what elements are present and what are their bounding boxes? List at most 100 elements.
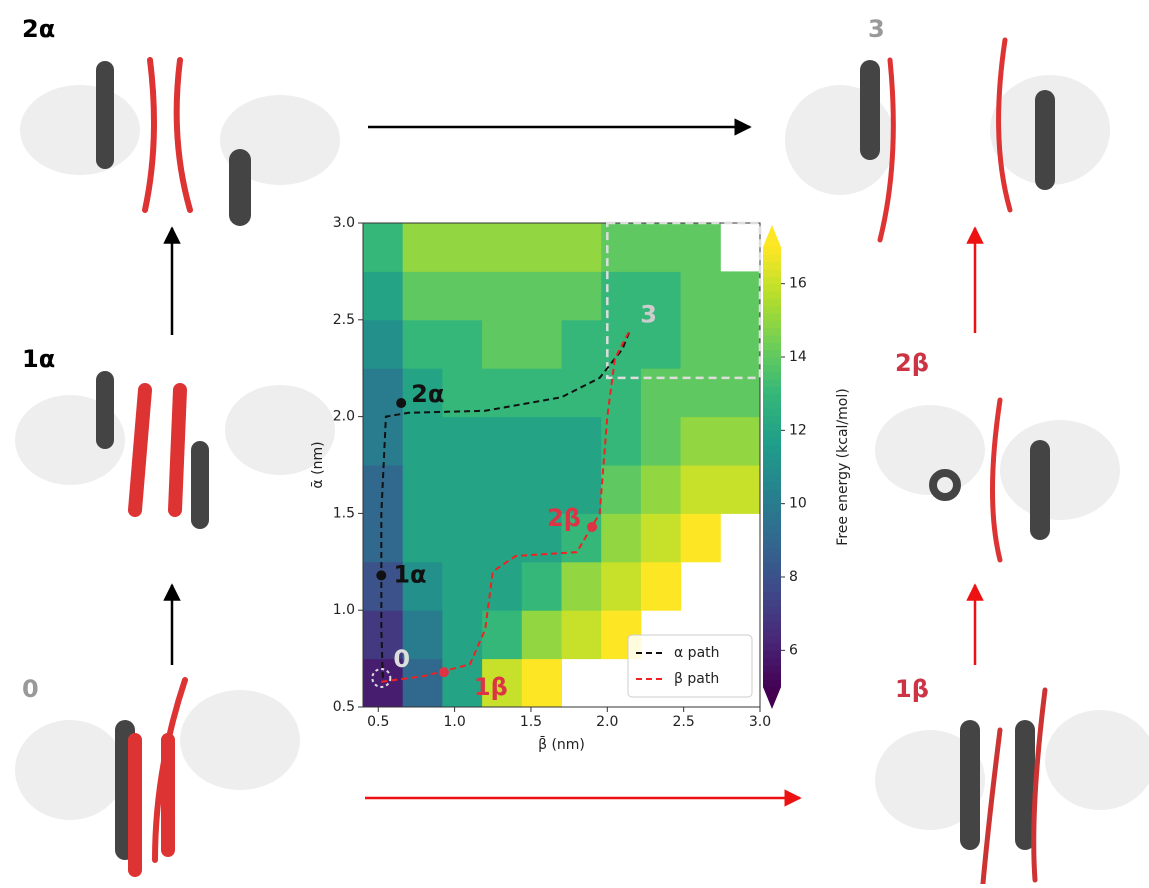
heat-cell xyxy=(442,562,482,611)
colorbar-segment xyxy=(763,298,781,306)
heat-cell xyxy=(681,223,721,272)
x-tick-label: 3.0 xyxy=(749,714,771,730)
heat-cell xyxy=(522,368,562,417)
protein xyxy=(20,60,340,215)
state-point xyxy=(587,522,597,532)
protein xyxy=(15,380,335,520)
colorbar-segment xyxy=(763,262,781,270)
state-label: 3 xyxy=(868,15,885,43)
colorbar-segment xyxy=(763,313,781,321)
protein xyxy=(785,40,1110,240)
legend-label: α path xyxy=(674,645,720,661)
state-label: 2β xyxy=(895,349,929,377)
heat-cell xyxy=(522,320,562,369)
heat-cell xyxy=(681,465,721,514)
colorbar-segment xyxy=(763,577,781,585)
colorbar-segment xyxy=(763,562,781,570)
colorbar-tick-label: 8 xyxy=(789,569,798,585)
heat-cell xyxy=(403,223,443,272)
colorbar-segment xyxy=(763,350,781,358)
heat-cell xyxy=(442,513,482,562)
colorbar-segment xyxy=(763,467,781,475)
heat-cell xyxy=(562,223,602,272)
colorbar-segment xyxy=(763,342,781,350)
x-axis-label: β̄ (nm) xyxy=(538,735,585,753)
colorbar-segment xyxy=(763,357,781,365)
heat-cell xyxy=(720,465,760,514)
state-label: 2α xyxy=(411,380,444,408)
colorbar-segment xyxy=(763,474,781,482)
y-tick-label: 2.5 xyxy=(333,312,355,328)
y-tick-label: 0.5 xyxy=(333,699,355,715)
colorbar-segment xyxy=(763,306,781,314)
heat-cell xyxy=(442,368,482,417)
colorbar-segment xyxy=(763,636,781,644)
colorbar-tick-label: 10 xyxy=(789,496,807,512)
state-label: 3 xyxy=(640,300,657,328)
heat-cell xyxy=(720,368,760,417)
colorbar-extend xyxy=(763,687,781,709)
heat-cell xyxy=(482,223,522,272)
colorbar-segment xyxy=(763,489,781,497)
y-tick-label: 2.0 xyxy=(333,409,355,425)
colorbar-segment xyxy=(763,665,781,673)
protein xyxy=(875,400,1120,560)
colorbar-segment xyxy=(763,372,781,380)
heat-cell xyxy=(641,513,681,562)
state-point xyxy=(376,570,386,580)
colorbar-tick-label: 12 xyxy=(789,422,807,438)
heat-cell xyxy=(442,320,482,369)
heat-cell xyxy=(720,320,760,369)
heat-cell xyxy=(403,320,443,369)
heat-cell xyxy=(442,271,482,320)
colorbar-segment xyxy=(763,364,781,372)
state-point xyxy=(396,398,406,408)
figure: 2α 3 1α 2β 0 1β 0.5 1.0 1.5 2.0 2.5 3.0 0.5 1.0… xyxy=(0,0,1149,884)
x-tick-label: 0.5 xyxy=(367,714,389,730)
heat-cell xyxy=(681,368,721,417)
state-label: 0 xyxy=(393,645,410,673)
colorbar-segment xyxy=(763,416,781,424)
heat-cell xyxy=(442,465,482,514)
heat-cell xyxy=(720,271,760,320)
x-tick-label: 1.0 xyxy=(443,714,465,730)
colorbar-segment xyxy=(763,672,781,680)
state-label: 1α xyxy=(22,345,55,373)
colorbar-segment xyxy=(763,584,781,592)
colorbar-segment xyxy=(763,548,781,556)
colorbar-segment xyxy=(763,452,781,460)
heat-cell xyxy=(562,562,602,611)
state-label: 1β xyxy=(474,673,508,701)
colorbar-segment xyxy=(763,621,781,629)
heat-cell xyxy=(482,610,522,659)
colorbar-segment xyxy=(763,408,781,416)
colorbar-segment xyxy=(763,555,781,563)
heat-cell xyxy=(681,513,721,562)
heat-cell xyxy=(482,465,522,514)
x-tick-label: 2.5 xyxy=(673,714,695,730)
colorbar-segment xyxy=(763,269,781,277)
colorbar-segment xyxy=(763,496,781,504)
heat-cell xyxy=(522,223,562,272)
heat-cell xyxy=(442,223,482,272)
colorbar-segment xyxy=(763,386,781,394)
y-tick-label: 1.0 xyxy=(333,602,355,618)
colorbar-segment xyxy=(763,423,781,431)
state-label: 0 xyxy=(22,675,39,703)
colorbar-segment xyxy=(763,247,781,255)
heat-cell xyxy=(601,465,641,514)
heat-cell xyxy=(403,271,443,320)
colorbar-segment xyxy=(763,438,781,446)
heat-cell xyxy=(363,271,403,320)
heat-cell xyxy=(482,271,522,320)
colorbar-segment xyxy=(763,320,781,328)
heat-cell xyxy=(641,368,681,417)
y-tick-label: 1.5 xyxy=(333,505,355,521)
colorbar-segment xyxy=(763,658,781,666)
heat-cell xyxy=(522,659,562,708)
protein xyxy=(15,680,300,870)
heat-cell xyxy=(363,223,403,272)
heat-cell xyxy=(641,223,681,272)
colorbar-segment xyxy=(763,482,781,490)
colorbar-tick-label: 6 xyxy=(789,642,798,658)
